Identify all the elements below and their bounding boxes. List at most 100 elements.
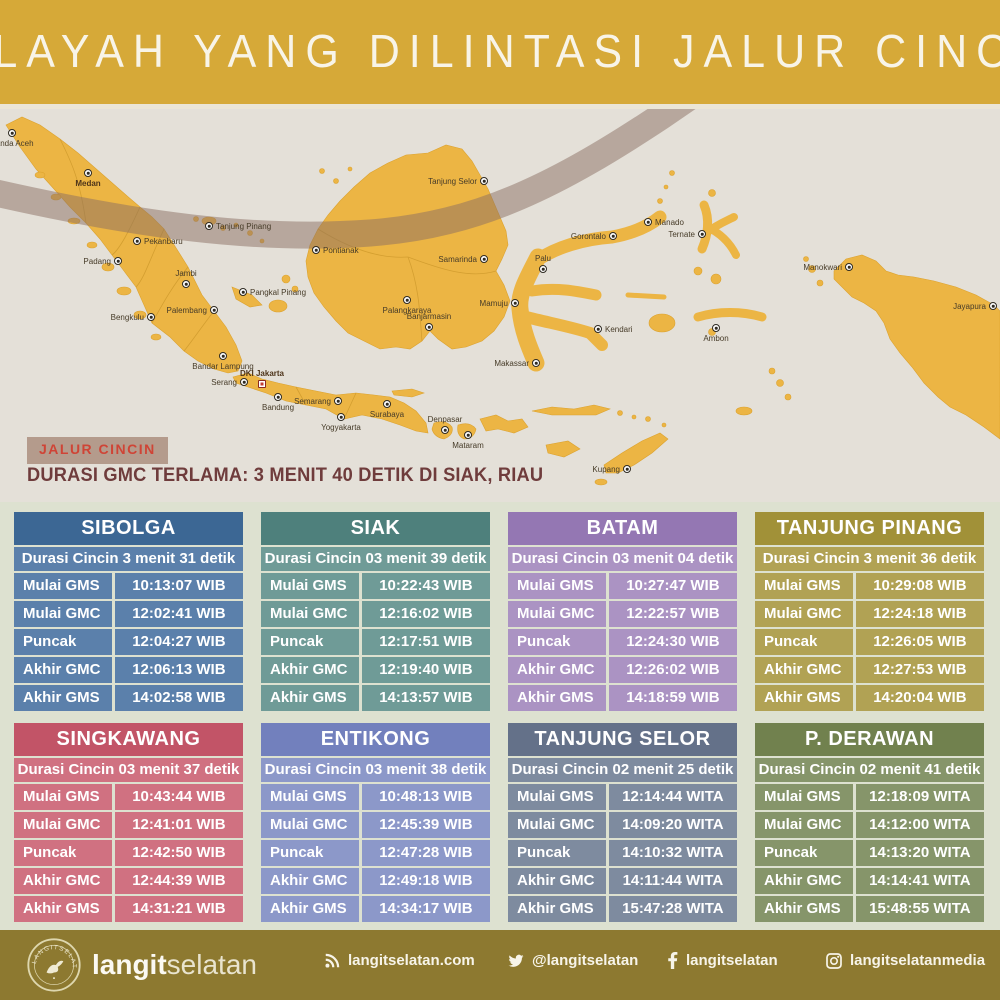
card-data-row: Akhir GMC 14:11:44 WITA bbox=[508, 868, 737, 894]
city-markers-layer: Banda Aceh Medan Tanjung Pinang Pekanbaru Pa… bbox=[0, 109, 1000, 502]
city-label: Gorontalo bbox=[570, 232, 606, 241]
card-data-row: Akhir GMC 12:26:02 WIB bbox=[508, 657, 737, 683]
card-data-row: Akhir GMC 12:44:39 WIB bbox=[14, 868, 243, 894]
city-marker bbox=[712, 324, 720, 332]
eclipse-cards-grid: SIBOLGA Durasi Cincin 3 menit 31 detik Mul… bbox=[14, 512, 984, 922]
card-city-name: SIBOLGA bbox=[14, 512, 243, 545]
row-value: 14:10:32 WITA bbox=[622, 844, 724, 861]
row-value: 12:22:57 WIB bbox=[626, 605, 720, 622]
city-card: P. DERAWAN Durasi Cincin 02 menit 41 deti… bbox=[755, 723, 984, 922]
row-label: Mulai GMC bbox=[261, 812, 362, 838]
row-label: Akhir GMC bbox=[261, 657, 362, 683]
card-data-row: Akhir GMC 12:27:53 WIB bbox=[755, 657, 984, 683]
website-label: langitselatan.com bbox=[348, 952, 475, 969]
row-value: 10:22:43 WIB bbox=[379, 577, 473, 594]
ring-path-legend-label: JALUR CINCIN bbox=[39, 441, 156, 457]
twitter-handle: @langitselatan bbox=[532, 952, 639, 969]
card-data-row: Mulai GMS 10:29:08 WIB bbox=[755, 573, 984, 599]
facebook-link[interactable]: langitselatan bbox=[668, 952, 778, 969]
twitter-link[interactable]: @langitselatan bbox=[508, 952, 638, 969]
card-duration: Durasi Cincin 3 menit 31 detik bbox=[14, 547, 243, 571]
city-label: Tanjung Pinang bbox=[216, 222, 272, 231]
city-label: Kupang bbox=[592, 465, 620, 474]
card-data-row: Puncak 14:13:20 WITA bbox=[755, 840, 984, 866]
row-label: Puncak bbox=[261, 840, 362, 866]
city-marker bbox=[312, 246, 320, 254]
row-label: Mulai GMC bbox=[14, 812, 115, 838]
city-label: Jambi bbox=[175, 269, 197, 278]
city-marker bbox=[480, 177, 488, 185]
indonesia-map: Banda Aceh Medan Tanjung Pinang Pekanbaru Pa… bbox=[0, 109, 1000, 502]
row-value: 15:47:28 WITA bbox=[622, 900, 724, 917]
row-value: 12:44:39 WIB bbox=[132, 872, 226, 889]
city-marker bbox=[383, 400, 391, 408]
card-data-row: Mulai GMC 12:41:01 WIB bbox=[14, 812, 243, 838]
row-value: 12:14:44 WITA bbox=[622, 788, 724, 805]
row-label: Akhir GMC bbox=[755, 868, 856, 894]
row-value: 14:09:20 WITA bbox=[622, 816, 724, 833]
city-label: Denpasar bbox=[427, 415, 463, 424]
card-data-row: Mulai GMS 10:22:43 WIB bbox=[261, 573, 490, 599]
card-data-row: Puncak 12:47:28 WIB bbox=[261, 840, 490, 866]
row-value: 14:18:59 WIB bbox=[626, 689, 720, 706]
row-value: 12:06:13 WIB bbox=[132, 661, 226, 678]
city-card: SIAK Durasi Cincin 03 menit 39 detik Mulai… bbox=[261, 512, 490, 711]
row-value: 12:24:30 WIB bbox=[626, 633, 720, 650]
row-label: Akhir GMS bbox=[261, 685, 362, 711]
ring-path-legend: JALUR CINCIN bbox=[27, 437, 168, 464]
city-marker bbox=[594, 325, 602, 333]
city-marker bbox=[239, 288, 247, 296]
city-label: Makassar bbox=[494, 359, 529, 368]
card-city-name: BATAM bbox=[508, 512, 737, 545]
city-marker bbox=[441, 426, 449, 434]
card-city-name: SIAK bbox=[261, 512, 490, 545]
city-label: Jayapura bbox=[953, 302, 986, 311]
row-label: Akhir GMC bbox=[755, 657, 856, 683]
card-data-row: Akhir GMS 14:31:21 WIB bbox=[14, 896, 243, 922]
city-marker bbox=[698, 230, 706, 238]
row-label: Mulai GMS bbox=[508, 573, 609, 599]
row-label: Mulai GMC bbox=[755, 812, 856, 838]
instagram-icon bbox=[826, 952, 842, 969]
card-data-row: Puncak 12:26:05 WIB bbox=[755, 629, 984, 655]
row-label: Mulai GMC bbox=[508, 812, 609, 838]
city-marker bbox=[480, 255, 488, 263]
city-card: SIBOLGA Durasi Cincin 3 menit 31 detik Mul… bbox=[14, 512, 243, 711]
card-data-row: Akhir GMS 15:47:28 WITA bbox=[508, 896, 737, 922]
city-label: Pekanbaru bbox=[144, 237, 183, 246]
row-label: Akhir GMC bbox=[508, 657, 609, 683]
row-label: Mulai GMS bbox=[14, 573, 115, 599]
city-label: Banda Aceh bbox=[0, 139, 34, 148]
row-label: Puncak bbox=[508, 629, 609, 655]
row-value: 10:27:47 WIB bbox=[626, 577, 720, 594]
card-data-row: Puncak 12:17:51 WIB bbox=[261, 629, 490, 655]
card-data-row: Akhir GMC 12:19:40 WIB bbox=[261, 657, 490, 683]
city-marker bbox=[133, 237, 141, 245]
city-label: Medan bbox=[75, 179, 101, 188]
card-data-row: Mulai GMC 12:45:39 WIB bbox=[261, 812, 490, 838]
card-data-row: Puncak 14:10:32 WITA bbox=[508, 840, 737, 866]
card-data-row: Puncak 12:04:27 WIB bbox=[14, 629, 243, 655]
brand-bold: langit bbox=[92, 949, 167, 980]
instagram-link[interactable]: langitselatanmedia bbox=[826, 952, 985, 969]
row-value: 14:11:44 WITA bbox=[622, 872, 724, 889]
row-value: 14:12:00 WITA bbox=[869, 816, 971, 833]
city-label: Tanjung Selor bbox=[428, 177, 477, 186]
website-link[interactable]: langitselatan.com bbox=[325, 952, 475, 969]
city-label: Surabaya bbox=[369, 410, 405, 419]
row-label: Akhir GMC bbox=[14, 657, 115, 683]
card-data-row: Akhir GMS 14:13:57 WIB bbox=[261, 685, 490, 711]
row-label: Mulai GMC bbox=[14, 601, 115, 627]
row-label: Puncak bbox=[261, 629, 362, 655]
city-marker bbox=[334, 397, 342, 405]
city-marker bbox=[511, 299, 519, 307]
row-value: 12:19:40 WIB bbox=[379, 661, 473, 678]
city-label: Serang bbox=[211, 378, 237, 387]
svg-text:LANGITSELATAN: LANGITSELATAN bbox=[26, 937, 77, 969]
row-label: Mulai GMS bbox=[261, 784, 362, 810]
city-marker bbox=[219, 352, 227, 360]
card-data-row: Puncak 12:42:50 WIB bbox=[14, 840, 243, 866]
row-value: 12:17:51 WIB bbox=[379, 633, 473, 650]
card-city-name: SINGKAWANG bbox=[14, 723, 243, 756]
card-data-row: Akhir GMC 12:49:18 WIB bbox=[261, 868, 490, 894]
